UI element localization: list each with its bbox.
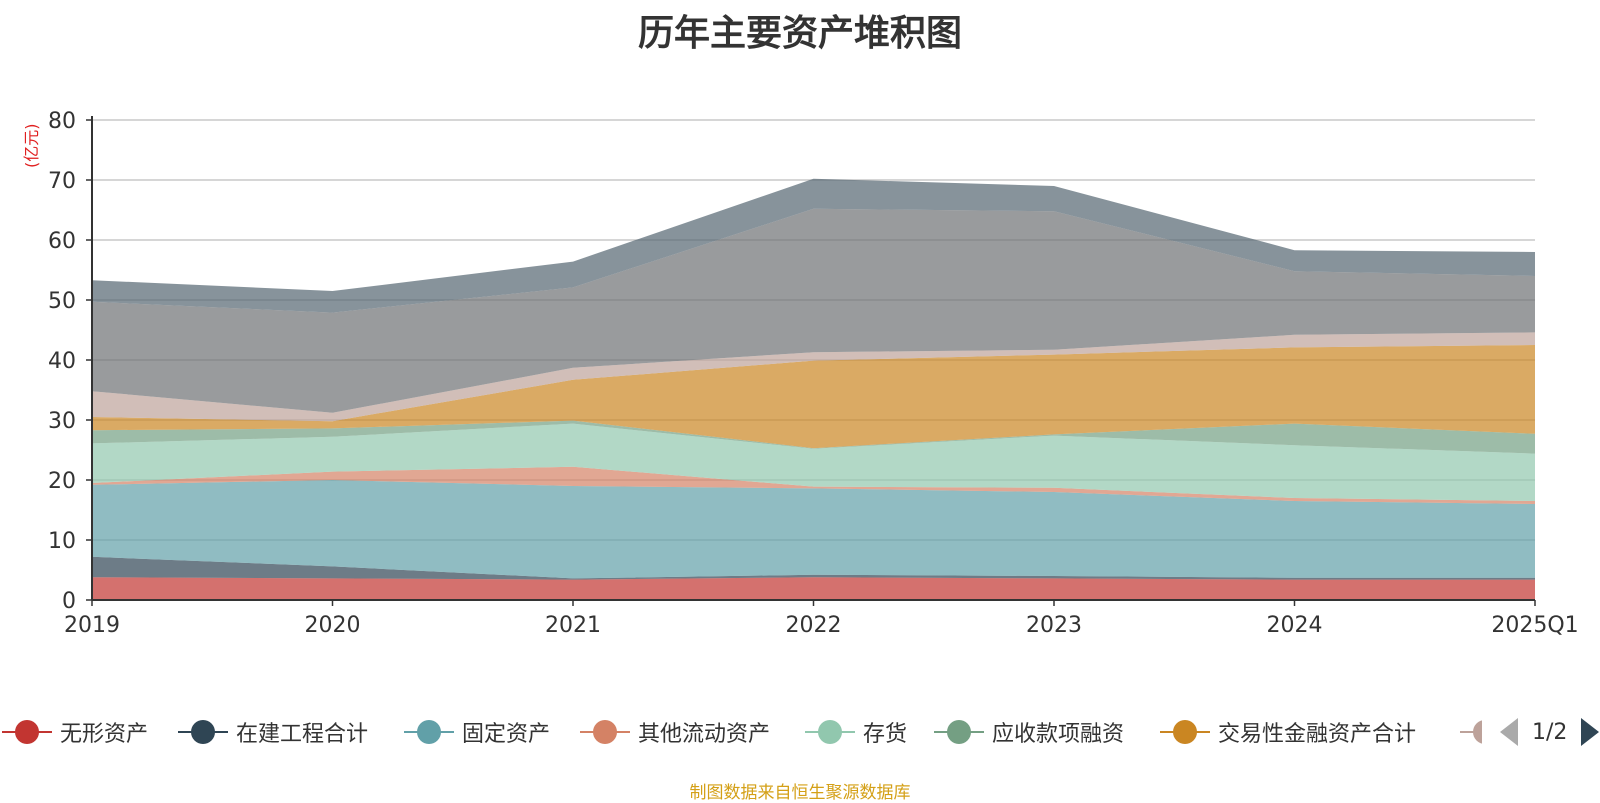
area-series-5 <box>92 423 1535 501</box>
legend-marker-icon <box>2 717 52 747</box>
area-series-6 <box>92 420 1535 454</box>
legend-label: 无形资产 <box>60 722 149 747</box>
x-tick-label: 2019 <box>64 613 120 638</box>
legend-marker-icon <box>934 717 984 747</box>
area-series-9 <box>92 208 1535 413</box>
legend-label: 存货 <box>863 722 908 747</box>
y-tick-label: 40 <box>48 349 76 374</box>
legend-label: 其他流动资产 <box>638 722 771 747</box>
legend-item[interactable]: 应收款项融资 <box>934 712 1124 752</box>
legend-marker-icon <box>1460 717 1482 747</box>
area-series-10 <box>92 178 1535 313</box>
x-tick-label: 2023 <box>1026 613 1082 638</box>
axes <box>86 116 1536 606</box>
y-tick-labels: 0 10 20 30 40 50 60 70 80 <box>48 109 76 614</box>
legend-item[interactable]: 在建工程合计 <box>178 712 368 752</box>
legend-item[interactable]: 固定资产 <box>404 712 550 752</box>
source-note: 制图数据来自恒生聚源数据库 <box>689 783 911 803</box>
legend-marker-icon <box>1160 717 1210 747</box>
legend-next-page-icon[interactable] <box>1581 718 1600 746</box>
y-tick-label: 0 <box>62 589 76 614</box>
legend-page-indicator: 1/2 <box>1532 719 1568 745</box>
x-tick-label: 2021 <box>545 613 601 638</box>
y-tick-label: 10 <box>48 529 76 554</box>
legend-label: 交易性金融资产合计 <box>1218 722 1417 747</box>
y-tick-label: 50 <box>48 289 76 314</box>
legend: 无形资产 在建工程合计 固定资产 其他流动资产 存货 应收款项融资 交易性金融资产合计 1/… <box>0 712 1600 752</box>
area-series-8 <box>92 332 1535 422</box>
area-series-4 <box>92 466 1535 504</box>
area-series-3 <box>92 480 1535 579</box>
legend-item[interactable]: 存货 <box>805 712 907 752</box>
legend-prev-page-icon[interactable] <box>1500 718 1518 746</box>
y-tick-label: 20 <box>48 469 76 494</box>
legend-pager: 1/2 <box>1500 712 1600 752</box>
area-series-7 <box>92 345 1535 449</box>
y-tick-label: 30 <box>48 409 76 434</box>
legend-item[interactable]: 交易性金融资产合计 <box>1160 712 1416 752</box>
x-tick-labels: 2019 2020 2021 2022 2023 2024 2025Q1 <box>64 613 1579 638</box>
legend-item-partial[interactable] <box>1460 712 1482 752</box>
legend-marker-icon <box>580 717 630 747</box>
x-tick-label: 2020 <box>305 613 361 638</box>
area-series-2 <box>92 556 1535 580</box>
legend-item[interactable]: 其他流动资产 <box>580 712 770 752</box>
legend-item[interactable]: 无形资产 <box>2 712 148 752</box>
legend-marker-icon <box>178 717 228 747</box>
y-tick-label: 80 <box>48 109 76 134</box>
chart-title: 历年主要资产堆积图 <box>637 13 962 54</box>
x-tick-label: 2024 <box>1267 613 1323 638</box>
area-series-1 <box>92 577 1535 600</box>
legend-label: 应收款项融资 <box>992 722 1125 747</box>
legend-label: 固定资产 <box>462 722 551 747</box>
legend-marker-icon <box>404 717 454 747</box>
x-tick-label: 2022 <box>786 613 842 638</box>
area-series <box>92 178 1535 600</box>
legend-label: 在建工程合计 <box>236 722 369 747</box>
legend-marker-icon <box>805 717 855 747</box>
y-tick-label: 70 <box>48 169 76 194</box>
y-tick-label: 60 <box>48 229 76 254</box>
x-tick-label: 2025Q1 <box>1491 613 1578 638</box>
